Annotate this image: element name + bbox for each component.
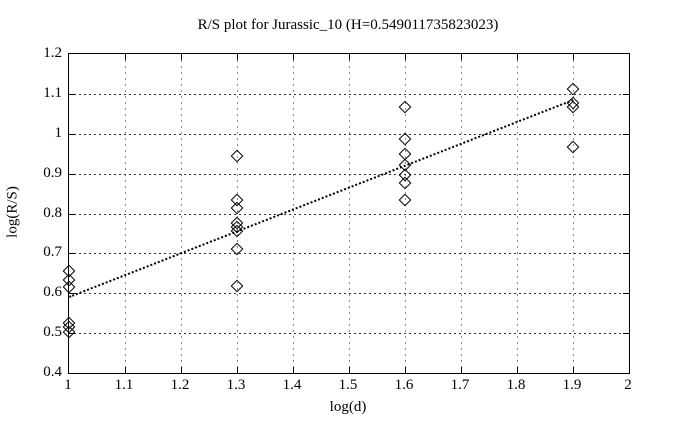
y-tick-label: 1.1 [43,84,62,101]
x-tick-label: 1.8 [506,377,526,393]
hurst-fit-line [69,98,574,298]
horizontal-gridline [69,213,629,215]
x-tick-mark [405,54,406,60]
x-tick-mark [461,367,462,373]
y-tick-label: 0.6 [43,284,62,301]
x-tick-mark [573,54,574,60]
x-tick-mark [293,367,294,373]
y-tick-mark [69,293,75,295]
x-tick-label: 1.6 [394,377,414,393]
chart-title: R/S plot for Jurassic_10 (H=0.5490117358… [197,17,499,33]
x-tick-mark [293,54,294,60]
x-tick-mark [237,367,238,373]
y-tick-mark [623,333,629,335]
x-tick-mark [181,367,182,373]
data-point-marker [398,176,412,190]
horizontal-gridline [69,333,629,335]
data-point-marker [566,140,580,154]
data-point-marker [398,132,412,146]
data-point-marker [230,279,244,293]
y-tick-label: 1 [54,124,63,141]
y-tick-mark [623,93,629,95]
x-tick-label: 1.4 [282,377,302,393]
horizontal-gridline [69,253,629,255]
y-tick-mark [623,213,629,215]
x-axis-label: log(d) [329,399,367,415]
x-tick-label: 1.7 [450,377,470,393]
x-tick-mark [125,367,126,373]
y-tick-mark [69,173,75,175]
x-tick-mark [405,367,406,373]
y-tick-mark [623,173,629,175]
y-tick-mark [623,253,629,255]
x-tick-mark [461,54,462,60]
x-tick-mark [573,367,574,373]
data-point-marker [398,100,412,113]
x-tick-mark [237,54,238,60]
x-tick-mark [125,54,126,60]
x-tick-label: 1.2 [170,377,190,393]
y-tick-mark [623,293,629,295]
horizontal-gridline [69,93,629,95]
x-tick-mark [349,54,350,60]
horizontal-gridline [69,293,629,295]
y-tick-label: 0.7 [43,244,62,261]
x-tick-label: 1.5 [338,377,358,393]
y-tick-mark [69,333,75,335]
y-tick-label: 0.9 [43,164,62,181]
y-tick-mark [69,213,75,215]
x-tick-label: 1 [64,377,72,393]
plot-area [62,53,630,374]
x-tick-label: 1.1 [114,377,134,393]
y-tick-label: 0.5 [43,324,62,341]
y-tick-mark [69,133,75,135]
y-tick-mark [69,93,75,95]
x-tick-mark [517,54,518,60]
data-point-marker [398,193,412,207]
x-tick-label: 2 [624,377,632,393]
data-point-marker [230,201,244,214]
data-point-marker [230,149,244,163]
y-tick-label: 0.8 [43,204,62,221]
y-tick-label: 0.4 [43,364,62,380]
x-tick-mark [349,367,350,373]
x-tick-label: 1.3 [226,377,246,393]
y-tick-mark [69,253,75,255]
x-tick-label: 1.9 [562,377,582,393]
y-tick-label: 1.2 [43,45,62,61]
x-tick-mark [517,367,518,373]
horizontal-gridline [69,133,629,135]
y-tick-mark [623,133,629,135]
x-tick-mark [181,54,182,60]
horizontal-gridline [69,173,629,175]
